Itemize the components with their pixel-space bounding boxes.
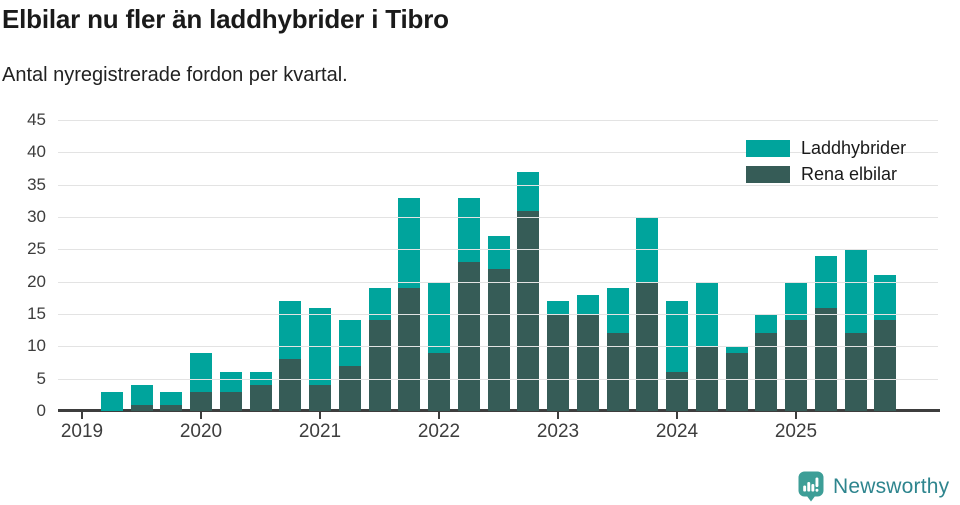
bar-segment-laddhybrider — [874, 275, 897, 321]
bar-segment-laddhybrider — [785, 281, 807, 321]
bar-segment-laddhybrider — [219, 372, 242, 392]
bar-segment-laddhybrider — [606, 288, 629, 334]
chart-title: Elbilar nu fler än laddhybrider i Tibro — [2, 4, 449, 34]
bar-segment-rena-elbilar — [309, 385, 331, 411]
bar-segment-rena-elbilar — [517, 210, 540, 411]
x-axis-tick — [795, 412, 797, 419]
chart-legend: Laddhybrider Rena elbilar — [746, 135, 906, 187]
bar-segment-laddhybrider — [517, 171, 540, 211]
bar-segment-laddhybrider — [666, 301, 688, 373]
bar-segment-rena-elbilar — [785, 320, 807, 411]
chart-subtitle: Antal nyregistrerade fordon per kvartal. — [2, 64, 348, 86]
brand-footer: Newsworthy — [798, 471, 949, 502]
legend-label-rena-elbilar: Rena elbilar — [801, 163, 898, 184]
bar-segment-laddhybrider — [457, 197, 480, 263]
bar-segment-laddhybrider — [160, 391, 183, 405]
gridline — [58, 281, 938, 283]
bar-segment-laddhybrider — [190, 352, 212, 392]
bar-segment-rena-elbilar — [368, 320, 391, 411]
bar-segment-laddhybrider — [249, 372, 272, 386]
x-axis-year-label: 2024 — [655, 421, 699, 442]
x-axis-year-label: 2019 — [60, 421, 104, 442]
bar-segment-laddhybrider — [576, 294, 599, 314]
bar-segment-laddhybrider — [338, 320, 361, 366]
newsworthy-logo-icon — [798, 471, 824, 502]
y-axis-tick-label: 35 — [27, 174, 46, 194]
gridline — [58, 346, 938, 348]
bar-segment-rena-elbilar — [190, 391, 212, 411]
gridline — [58, 184, 938, 186]
bar-segment-laddhybrider — [755, 314, 778, 334]
gridline — [58, 120, 938, 121]
y-axis-tick-label: 40 — [27, 142, 46, 162]
y-axis-tick-label: 25 — [27, 239, 46, 259]
legend-item-laddhybrider: Laddhybrider — [746, 135, 906, 161]
x-axis-year-label: 2025 — [774, 421, 818, 442]
bar-segment-laddhybrider — [100, 391, 123, 411]
bar-segment-rena-elbilar — [487, 268, 510, 411]
bar-segment-rena-elbilar — [547, 314, 569, 411]
bar-segment-laddhybrider — [844, 249, 867, 334]
bar-segment-rena-elbilar — [666, 372, 688, 411]
bar-segment-laddhybrider — [398, 197, 421, 289]
bar-segment-rena-elbilar — [874, 320, 897, 411]
x-axis-tick — [557, 412, 559, 419]
bar-segment-rena-elbilar — [755, 333, 778, 411]
bar-segment-rena-elbilar — [814, 307, 837, 411]
bar-segment-rena-elbilar — [457, 262, 480, 411]
bar-segment-rena-elbilar — [219, 391, 242, 411]
legend-label-laddhybrider: Laddhybrider — [801, 137, 907, 158]
gridline — [58, 152, 938, 154]
y-axis-tick-label: 30 — [27, 207, 46, 226]
legend-swatch-rena-elbilar — [746, 165, 790, 183]
bar-segment-rena-elbilar — [338, 365, 361, 411]
gridline — [58, 249, 938, 251]
y-axis-tick-label: 0 — [36, 401, 46, 420]
brand-name: Newsworthy — [833, 474, 950, 498]
bar-segment-rena-elbilar — [428, 352, 450, 411]
bar-segment-laddhybrider — [487, 236, 510, 269]
x-axis-tick — [676, 412, 678, 419]
bar-segment-rena-elbilar — [279, 359, 302, 411]
bar-segment-rena-elbilar — [576, 314, 599, 411]
x-axis-year-label: 2021 — [298, 421, 342, 442]
gridline — [58, 314, 938, 315]
bar-segment-laddhybrider — [547, 301, 569, 314]
bar-segment-rena-elbilar — [398, 288, 421, 411]
x-axis-year-label: 2020 — [179, 421, 223, 442]
bar-segment-rena-elbilar — [130, 404, 153, 411]
bar-segment-laddhybrider — [695, 281, 718, 347]
x-axis-tick — [200, 412, 202, 419]
bar-segment-rena-elbilar — [636, 281, 659, 411]
y-axis-tick-label: 20 — [27, 271, 46, 291]
x-axis-tick — [81, 412, 83, 419]
bar-segment-laddhybrider — [428, 281, 450, 353]
bar-segment-laddhybrider — [130, 385, 153, 405]
x-axis-tick — [319, 412, 321, 419]
bar-segment-laddhybrider — [725, 346, 748, 353]
x-axis-tick — [438, 412, 440, 419]
bar-segment-rena-elbilar — [606, 333, 629, 411]
bar-segment-rena-elbilar — [249, 385, 272, 411]
bar-segment-rena-elbilar — [844, 333, 867, 411]
bar-segment-rena-elbilar — [160, 404, 183, 411]
legend-swatch-laddhybrider — [746, 139, 790, 157]
gridline — [58, 378, 938, 380]
x-axis-year-label: 2022 — [417, 421, 461, 442]
gridline — [58, 217, 938, 218]
bar-segment-laddhybrider — [279, 301, 302, 360]
y-axis-tick-label: 5 — [36, 368, 46, 388]
y-axis-tick-label: 10 — [27, 336, 46, 356]
bar-segment-laddhybrider — [368, 288, 391, 321]
legend-item-rena-elbilar: Rena elbilar — [746, 161, 906, 187]
y-axis-tick-label: 15 — [27, 304, 46, 323]
x-axis-year-label: 2023 — [536, 421, 580, 442]
bar-segment-rena-elbilar — [725, 352, 748, 411]
y-axis-tick-label: 45 — [27, 110, 46, 129]
